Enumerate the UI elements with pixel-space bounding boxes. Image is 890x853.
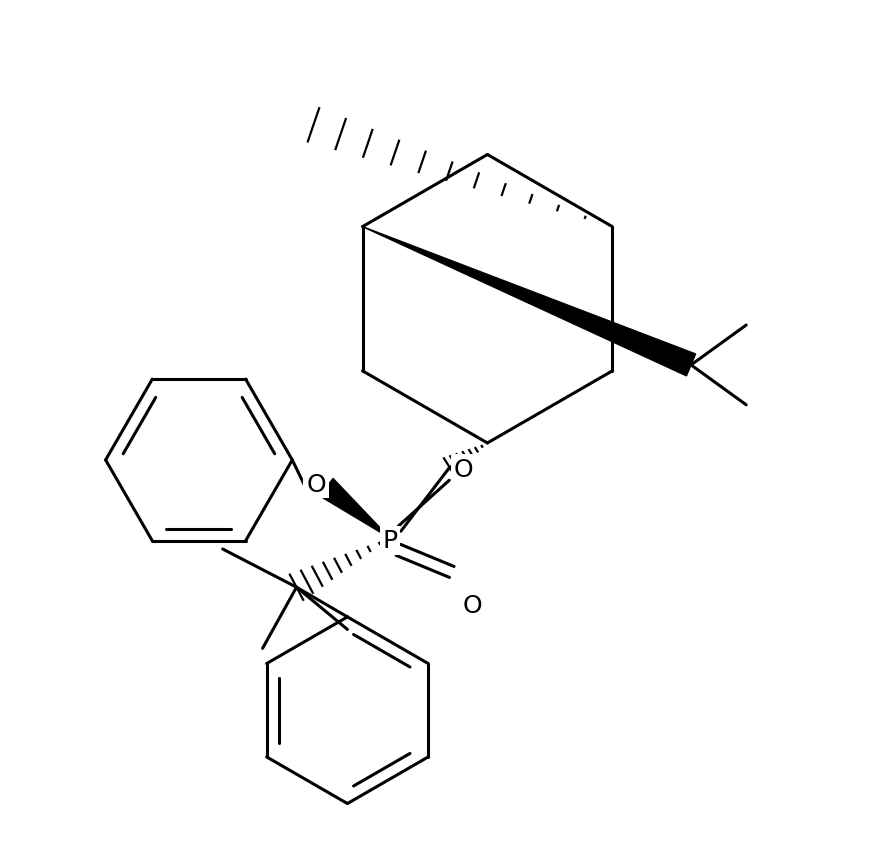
- Text: O: O: [306, 472, 326, 496]
- Text: O: O: [454, 458, 473, 482]
- Text: P: P: [383, 529, 398, 553]
- Polygon shape: [362, 228, 696, 376]
- Polygon shape: [320, 479, 390, 538]
- Text: O: O: [462, 594, 482, 618]
